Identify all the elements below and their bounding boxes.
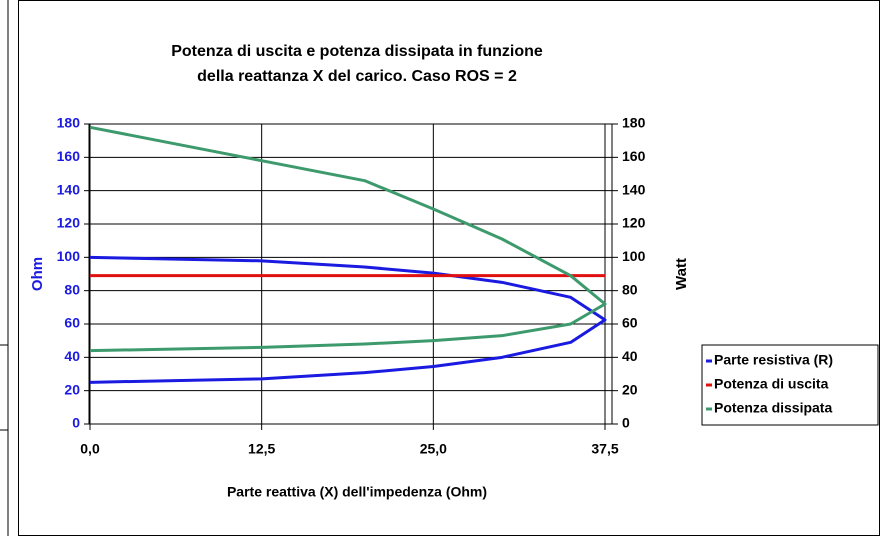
x-tick-label: 12,5 [248,441,275,457]
y2-tick-label: 120 [622,215,646,231]
y2-tick-label: 40 [622,348,638,364]
y2-tick-label: 60 [622,315,638,331]
legend-label: Potenza dissipata [714,400,832,416]
chart-title: della reattanza X del carico. Caso ROS =… [197,68,517,85]
y-tick-label: 0 [72,415,80,431]
x-tick-label: 0,0 [80,441,100,457]
y-tick-label: 20 [64,381,80,397]
x-tick-label: 25,0 [420,441,447,457]
y2-tick-label: 140 [622,181,646,197]
y-tick-label: 120 [57,215,81,231]
y-tick-label: 160 [57,148,81,164]
y-tick-label: 180 [57,115,81,131]
y2-tick-label: 180 [622,115,646,131]
y2-axis-label: Watt [673,258,690,290]
y-tick-label: 100 [57,248,81,264]
y2-tick-label: 80 [622,281,638,297]
y-tick-label: 80 [64,281,80,297]
y2-tick-label: 20 [622,381,638,397]
y-tick-label: 140 [57,181,81,197]
y2-tick-label: 100 [622,248,646,264]
x-axis-label: Parte reattiva (X) dell'impedenza (Ohm) [227,484,487,500]
series-line [89,125,607,353]
y-tick-label: 40 [64,348,80,364]
y-axis-label: Ohm [29,257,46,291]
series-line [89,255,607,384]
plot-area [88,123,613,425]
legend-label: Potenza di uscita [714,376,829,392]
x-tick-label: 37,5 [591,441,618,457]
legend-label: Parte resistiva (R) [714,352,833,368]
y2-tick-label: 160 [622,148,646,164]
y2-tick-label: 0 [622,415,630,431]
legend-box [701,344,879,426]
chart-title: Potenza di uscita e potenza dissipata in… [171,43,543,60]
y-tick-label: 60 [64,315,80,331]
